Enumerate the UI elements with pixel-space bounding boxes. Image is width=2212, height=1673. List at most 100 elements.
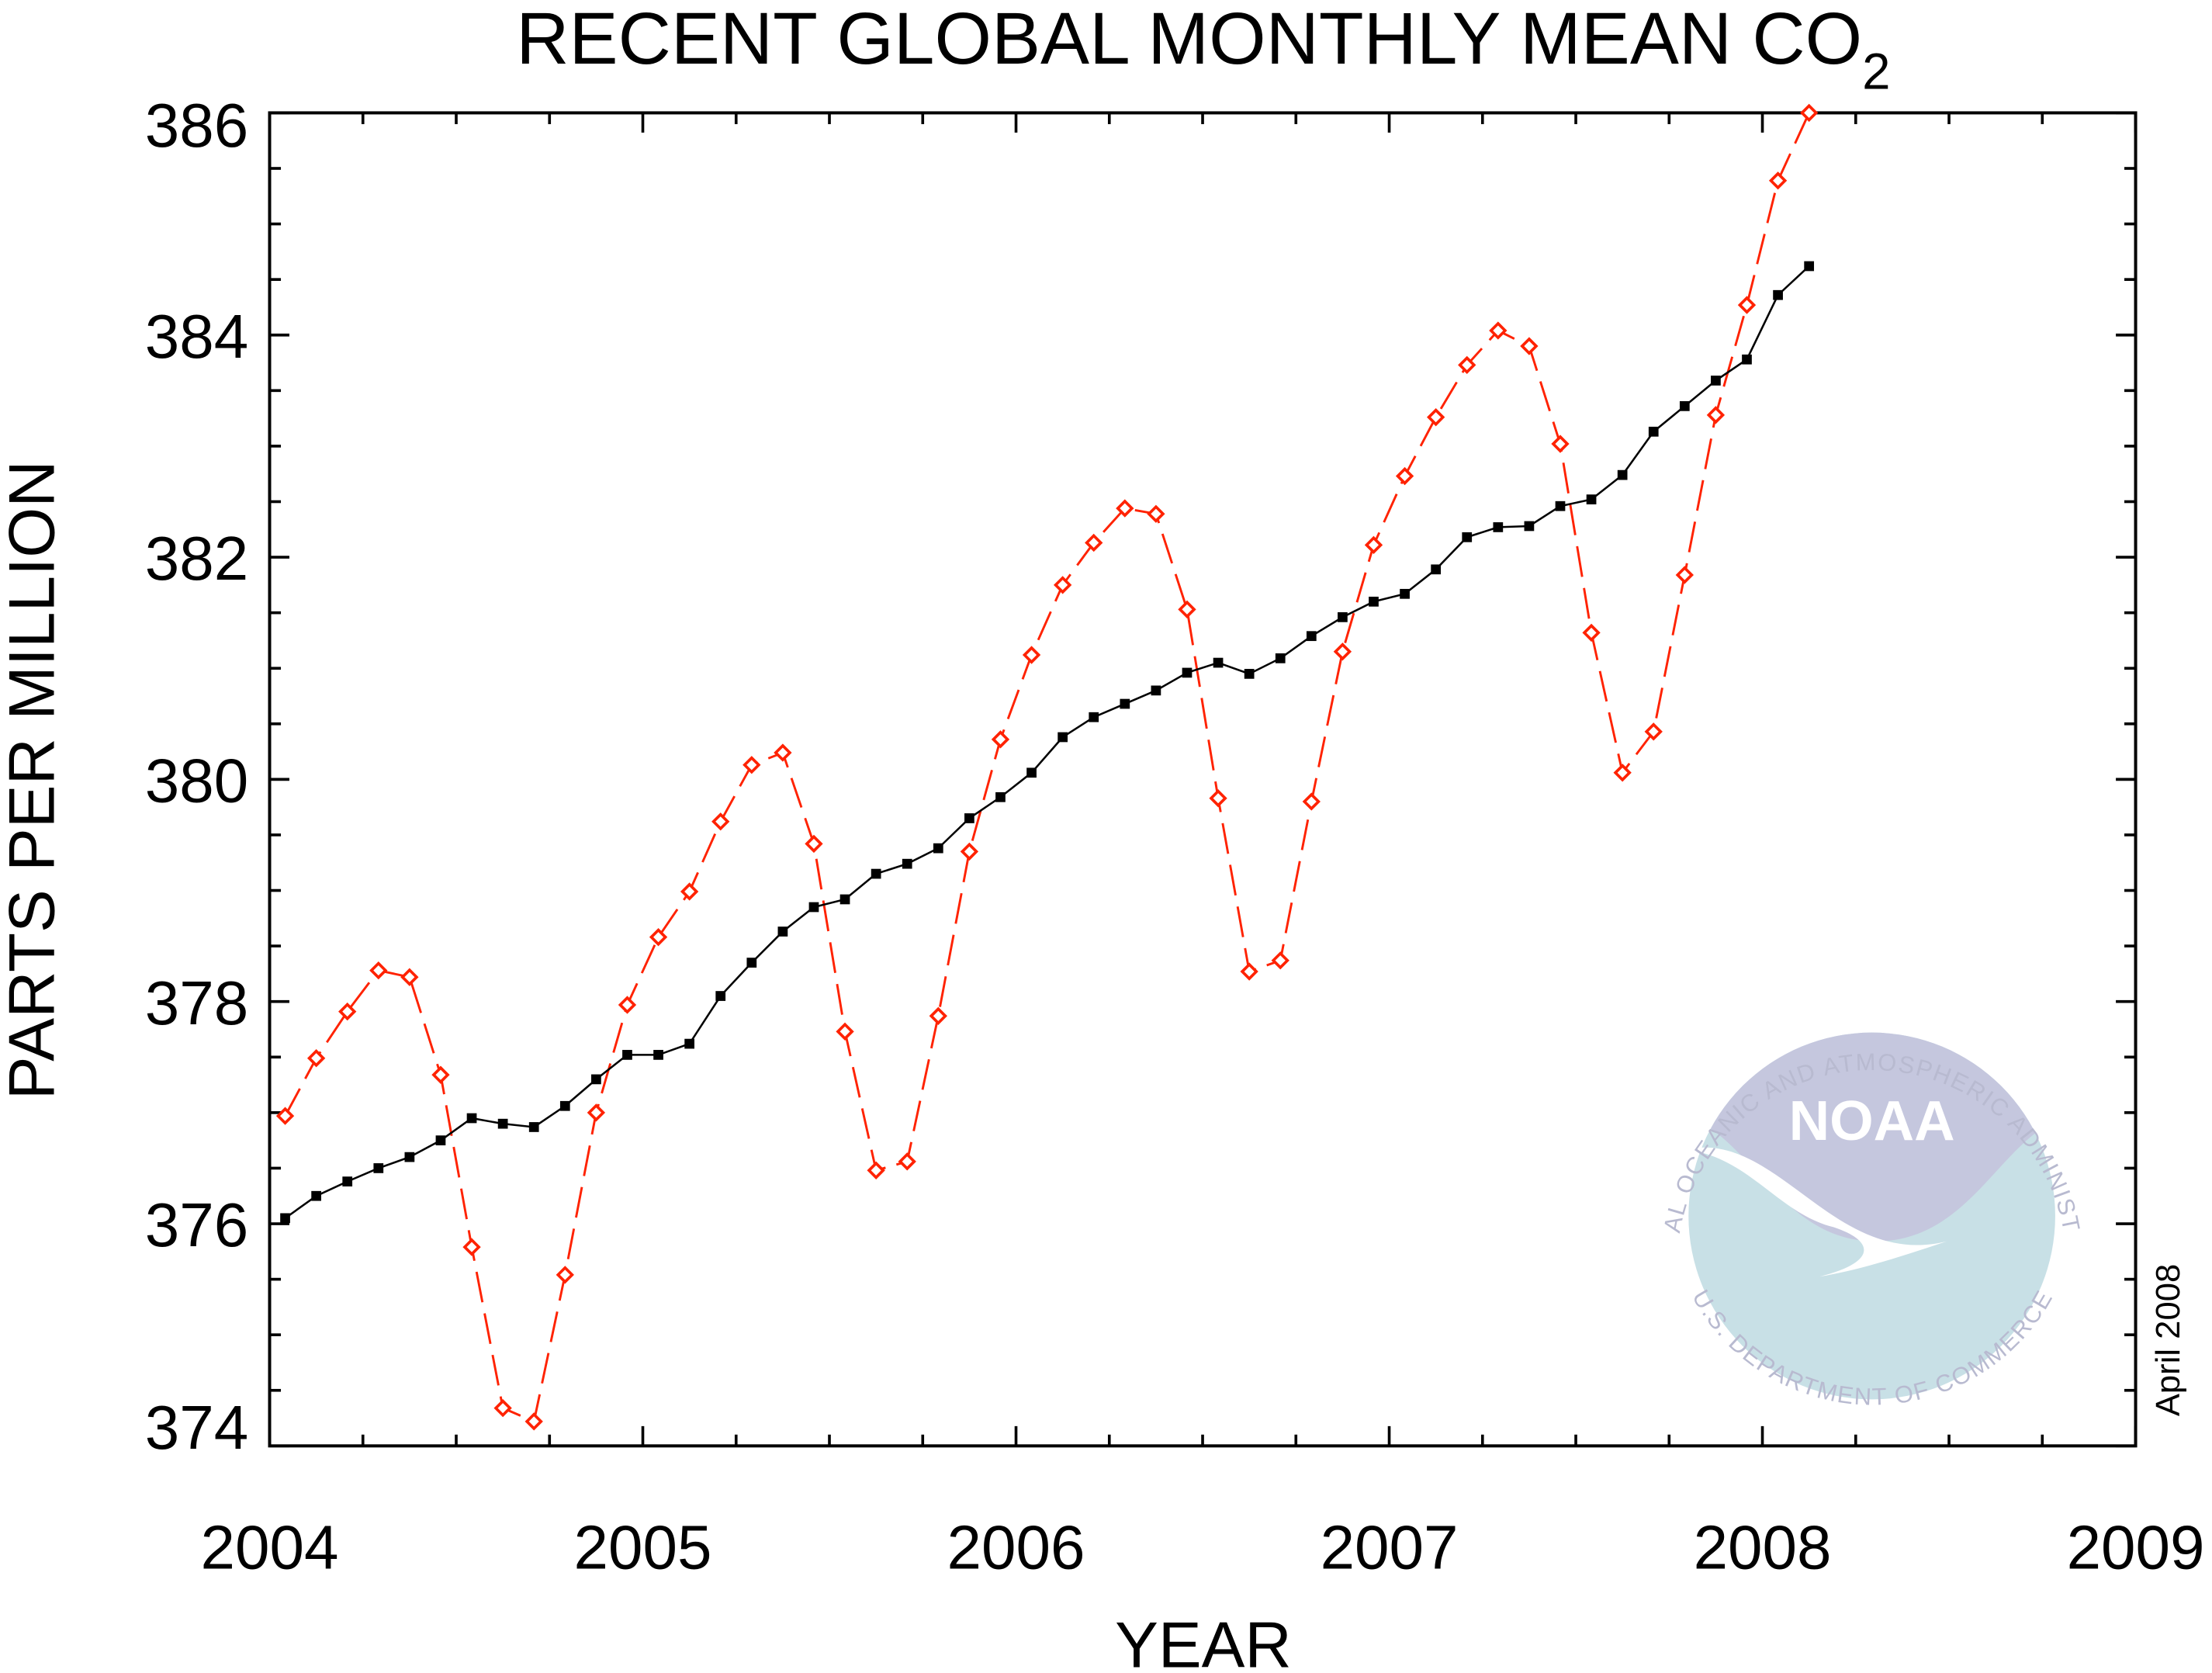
monthly-mean-point [1333, 643, 1352, 661]
monthly-mean-point [431, 1065, 450, 1084]
y-tick-label: 374 [145, 1393, 248, 1462]
trend-line [284, 265, 1810, 1219]
trend-point [1431, 564, 1442, 575]
trend-point [1679, 401, 1690, 411]
chart-title: RECENT GLOBAL MONTHLY MEAN CO2 [516, 0, 1890, 100]
y-tick-label: 378 [145, 968, 248, 1037]
trend-point [1586, 494, 1597, 504]
svg-text:NATIONAL OCEANIC AND ATMOSPHER: NATIONAL OCEANIC AND ATMOSPHERIC ADMINIS… [0, 0, 2084, 1235]
trend-point [280, 1213, 290, 1224]
trend-point [1275, 653, 1286, 663]
trend-point [1026, 767, 1037, 778]
y-tick-label: 386 [145, 91, 248, 160]
monthly-mean-point [929, 1006, 947, 1025]
monthly-mean-point [1178, 600, 1196, 619]
trend-point [1493, 522, 1504, 532]
trend-point [373, 1163, 384, 1173]
trend-point [1151, 685, 1161, 696]
trend-point [1400, 588, 1410, 599]
monthly-mean-point [1053, 576, 1072, 594]
trend-point [684, 1038, 694, 1049]
y-tick-label: 384 [145, 302, 248, 371]
trend-point [653, 1050, 663, 1060]
trend-point [404, 1152, 415, 1162]
trend-point [1742, 354, 1752, 365]
monthly-mean-point [898, 1152, 916, 1171]
monthly-mean-point [774, 743, 792, 762]
y-tick-label: 380 [145, 746, 248, 815]
date-annotation: April 2008 [2150, 1264, 2187, 1416]
trend-point [1648, 426, 1659, 437]
x-tick-label: 2004 [201, 1512, 339, 1581]
trend-point [995, 791, 1006, 802]
trend-point [1244, 669, 1255, 679]
plot-marks [275, 103, 1819, 1431]
monthly-mean-point [524, 1412, 543, 1431]
monthly-mean-point [743, 756, 761, 774]
trend-point [622, 1050, 632, 1060]
monthly-mean-point [587, 1103, 606, 1122]
trend-point [591, 1074, 601, 1085]
monthly-mean-point [1613, 764, 1632, 782]
monthly-mean-point [338, 1002, 357, 1021]
trend-point [1524, 521, 1535, 532]
logo-noaa-wordmark: NOAA [1789, 1089, 1955, 1152]
monthly-mean-point [1209, 789, 1227, 808]
trend-point [1306, 631, 1317, 642]
trend-point [1120, 698, 1130, 709]
trend-point [1617, 469, 1628, 480]
trend-point [435, 1135, 446, 1146]
x-tick-label: 2009 [2067, 1512, 2205, 1581]
monthly-mean-line [284, 112, 1810, 1423]
x-axis-label: YEAR [1115, 1609, 1292, 1673]
monthly-mean-point [1800, 103, 1819, 123]
trend-point [871, 868, 881, 879]
monthly-mean-point [991, 730, 1010, 749]
monthly-mean-point [462, 1238, 481, 1256]
x-tick-label: 2008 [1694, 1512, 1832, 1581]
monthly-mean-point [867, 1161, 885, 1179]
monthly-mean-point [649, 927, 668, 947]
monthly-mean-point [493, 1398, 512, 1418]
monthly-mean-point [306, 1049, 326, 1068]
monthly-mean-point [618, 996, 637, 1014]
y-axis-label: PARTS PER MILLION [0, 460, 68, 1100]
monthly-mean-point [1147, 504, 1165, 523]
monthly-mean-point [556, 1266, 574, 1284]
trend-point [715, 991, 726, 1001]
x-tick-label: 2006 [947, 1512, 1085, 1581]
tick-labels: 2004 2005 2006 2007 2008 2009 374 376 378 380 382 3… [145, 91, 2205, 1581]
monthly-mean-point [711, 812, 730, 831]
trend-point [1462, 532, 1473, 542]
trend-point [746, 958, 757, 968]
monthly-mean-point [1675, 566, 1694, 584]
monthly-mean-point [1489, 321, 1508, 340]
chart-title-subscript: 2 [1862, 43, 1890, 100]
trend-point [466, 1113, 477, 1124]
monthly-mean-point [369, 961, 388, 980]
plot-axes [268, 111, 2138, 1448]
monthly-mean-point [960, 842, 979, 861]
monthly-mean-point [1582, 623, 1601, 643]
trend-point [1369, 596, 1379, 607]
y-tick-label: 382 [145, 524, 248, 593]
trend-point [902, 858, 912, 869]
monthly-mean-point [1240, 962, 1258, 981]
trend-point [1338, 612, 1348, 622]
monthly-mean-point [400, 968, 419, 986]
monthly-mean-point [1302, 792, 1321, 811]
trend-point [1711, 376, 1721, 386]
x-tick-label: 2005 [574, 1512, 712, 1581]
monthly-mean-point [1768, 171, 1788, 190]
monthly-mean-point [1706, 406, 1726, 424]
monthly-mean-point [275, 1107, 295, 1125]
trend-point [1773, 289, 1783, 300]
monthly-mean-point [1271, 951, 1289, 970]
monthly-mean-point [680, 882, 699, 901]
x-tick-label: 2007 [1321, 1512, 1459, 1581]
monthly-mean-point [805, 834, 823, 854]
trend-point [497, 1118, 508, 1129]
monthly-mean-point [1085, 533, 1103, 552]
trend-point [777, 927, 788, 937]
